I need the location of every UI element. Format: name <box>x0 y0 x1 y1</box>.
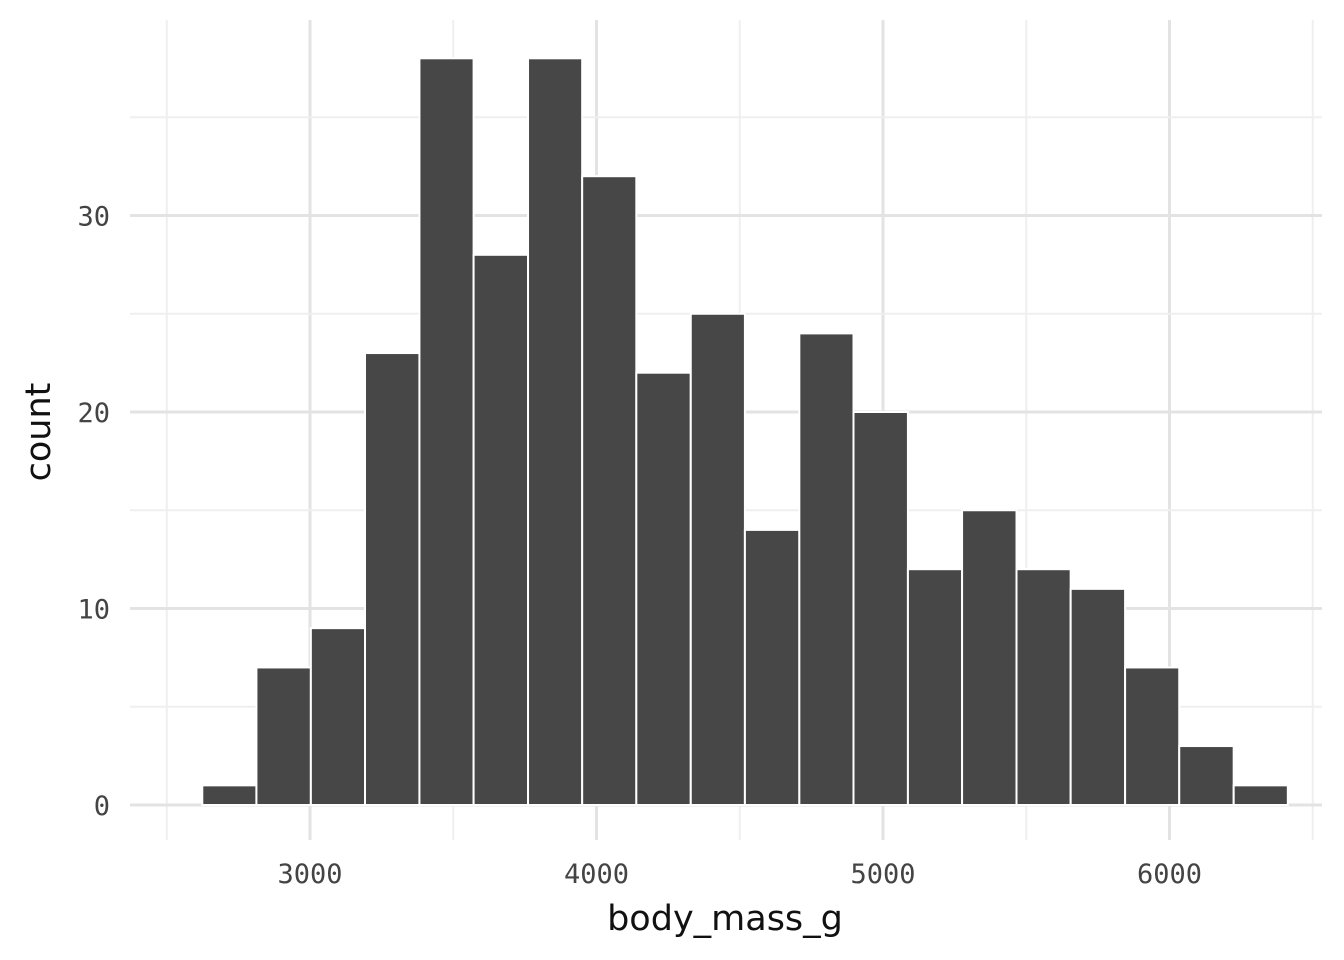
histogram-bar <box>689 312 746 806</box>
histogram-bar <box>1232 784 1289 806</box>
histogram-bar <box>309 627 367 807</box>
histogram-bar <box>1124 666 1181 807</box>
histogram-bar <box>255 666 312 807</box>
y-tick-label: 30 <box>77 202 110 233</box>
histogram-bar <box>201 784 258 806</box>
x-axis-title: body_mass_g <box>607 899 843 939</box>
x-tick-label: 3000 <box>277 859 342 890</box>
histogram-bar <box>743 528 801 807</box>
x-tick-label: 4000 <box>564 859 629 890</box>
histogram-bar <box>527 57 584 807</box>
bar-layer <box>201 57 1289 807</box>
y-tick-label: 0 <box>94 791 110 822</box>
histogram-bar <box>798 332 855 806</box>
histogram-bar <box>472 253 530 807</box>
histogram-bar <box>364 352 421 806</box>
y-tick-label: 20 <box>77 398 110 429</box>
histogram-bar <box>906 568 964 807</box>
histogram-bar <box>1015 568 1072 807</box>
y-axis-title: count <box>19 383 59 482</box>
histogram-bar <box>1069 587 1127 806</box>
y-tick-label: 10 <box>77 595 110 626</box>
x-tick-label: 5000 <box>850 859 915 890</box>
histogram-bar <box>1178 745 1235 806</box>
tick-label-layer: 3000 4000 5000 6000 0 10 20 30 <box>77 202 1202 891</box>
histogram-bar <box>961 509 1018 806</box>
histogram-bar <box>581 175 638 806</box>
x-tick-label: 6000 <box>1137 859 1202 890</box>
histogram-bar <box>418 57 475 807</box>
histogram-bar <box>635 371 692 806</box>
histogram-bar <box>852 411 909 806</box>
